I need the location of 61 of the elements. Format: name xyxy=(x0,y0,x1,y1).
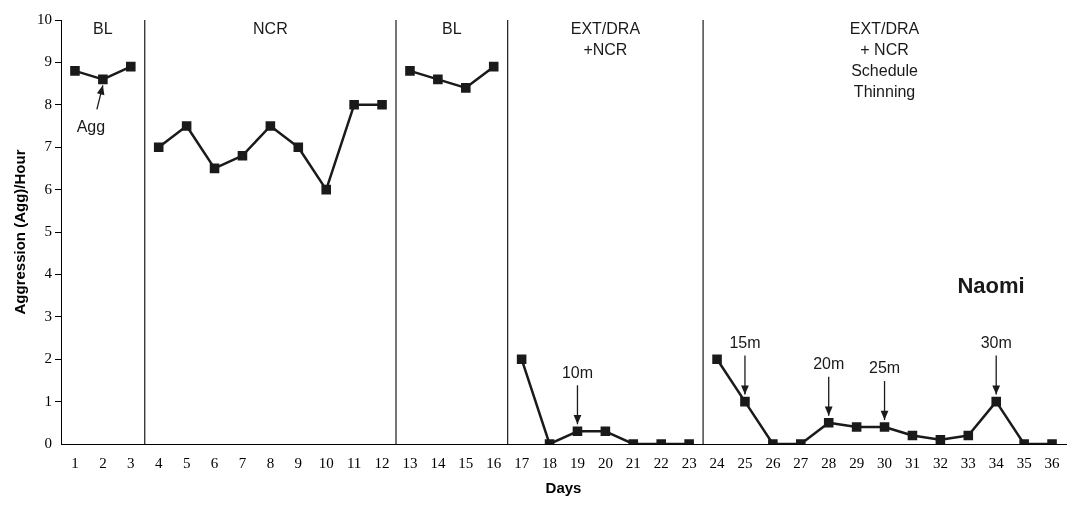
x-tick-label: 19 xyxy=(569,454,585,471)
annotation: EXT/DRA + NCR Schedule Thinning xyxy=(849,20,920,101)
x-tick-label: 24 xyxy=(709,454,726,471)
x-tick-label: 31 xyxy=(904,454,920,471)
x-tick-label: 15 xyxy=(458,454,474,471)
x-tick-label: 18 xyxy=(542,454,558,471)
y-tick-label: 9 xyxy=(44,53,52,70)
x-tick-label: 3 xyxy=(127,454,135,471)
x-tick-label: 14 xyxy=(430,454,446,471)
x-tick-label: 17 xyxy=(514,454,530,471)
annotation: 15m xyxy=(729,334,761,352)
x-tick-label: 22 xyxy=(653,454,669,471)
y-tick-label: 0 xyxy=(44,434,52,451)
x-tick-label: 16 xyxy=(486,454,502,471)
annotation: Agg xyxy=(76,117,106,135)
x-tick-label: 23 xyxy=(681,454,697,471)
y-tick-label: 10 xyxy=(37,10,52,27)
x-axis-title: Days xyxy=(545,479,582,497)
x-tick-label: 30 xyxy=(877,454,893,471)
y-tick-label: 5 xyxy=(44,222,52,239)
x-tick-label: 26 xyxy=(765,454,781,471)
x-tick-label: 21 xyxy=(625,454,641,471)
y-axis-title: Aggression (Agg)/Hour xyxy=(11,149,29,315)
annotation: 30m xyxy=(980,334,1012,352)
x-tick-label: 8 xyxy=(266,454,275,471)
x-tick-label: 20 xyxy=(597,454,613,471)
x-tick-label: 32 xyxy=(932,454,948,471)
x-tick-label: 33 xyxy=(960,454,976,471)
x-tick-label: 4 xyxy=(154,454,163,471)
annotation: 25m xyxy=(868,359,901,377)
x-tick-label: 35 xyxy=(1016,454,1032,471)
y-tick-label: 2 xyxy=(44,350,52,367)
x-tick-label: 36 xyxy=(1044,454,1061,471)
y-tick-label: 8 xyxy=(44,95,52,112)
x-tick-label: 34 xyxy=(988,454,1005,471)
x-tick-label: 2 xyxy=(99,454,107,471)
x-tick-label: 11 xyxy=(346,454,362,471)
annotation: Naomi xyxy=(957,273,1025,299)
x-tick-label: 7 xyxy=(238,454,247,471)
x-tick-label: 9 xyxy=(294,454,303,471)
x-tick-label: 12 xyxy=(374,454,390,471)
x-tick-label: 29 xyxy=(849,454,865,471)
x-tick-label: 5 xyxy=(182,454,191,471)
y-tick-label: 6 xyxy=(44,180,53,197)
annotation: 10m xyxy=(561,363,594,381)
x-tick-label: 27 xyxy=(793,454,809,471)
annotation: BL xyxy=(442,20,462,38)
annotation: NCR xyxy=(253,20,288,38)
y-tick-label: 4 xyxy=(44,265,53,282)
annotation: BL xyxy=(93,20,113,38)
y-tick-label: 7 xyxy=(44,138,53,155)
x-tick-label: 25 xyxy=(737,454,753,471)
x-tick-label: 6 xyxy=(210,454,219,471)
annotation: EXT/DRA +NCR xyxy=(570,20,641,59)
y-tick-label: 3 xyxy=(44,307,52,324)
x-tick-label: 28 xyxy=(821,454,837,471)
x-tick-label: 1 xyxy=(71,454,79,471)
x-tick-label: 13 xyxy=(402,454,418,471)
annotation: 20m xyxy=(813,355,845,373)
y-tick-label: 1 xyxy=(44,392,52,409)
x-tick-label: 10 xyxy=(318,454,334,471)
